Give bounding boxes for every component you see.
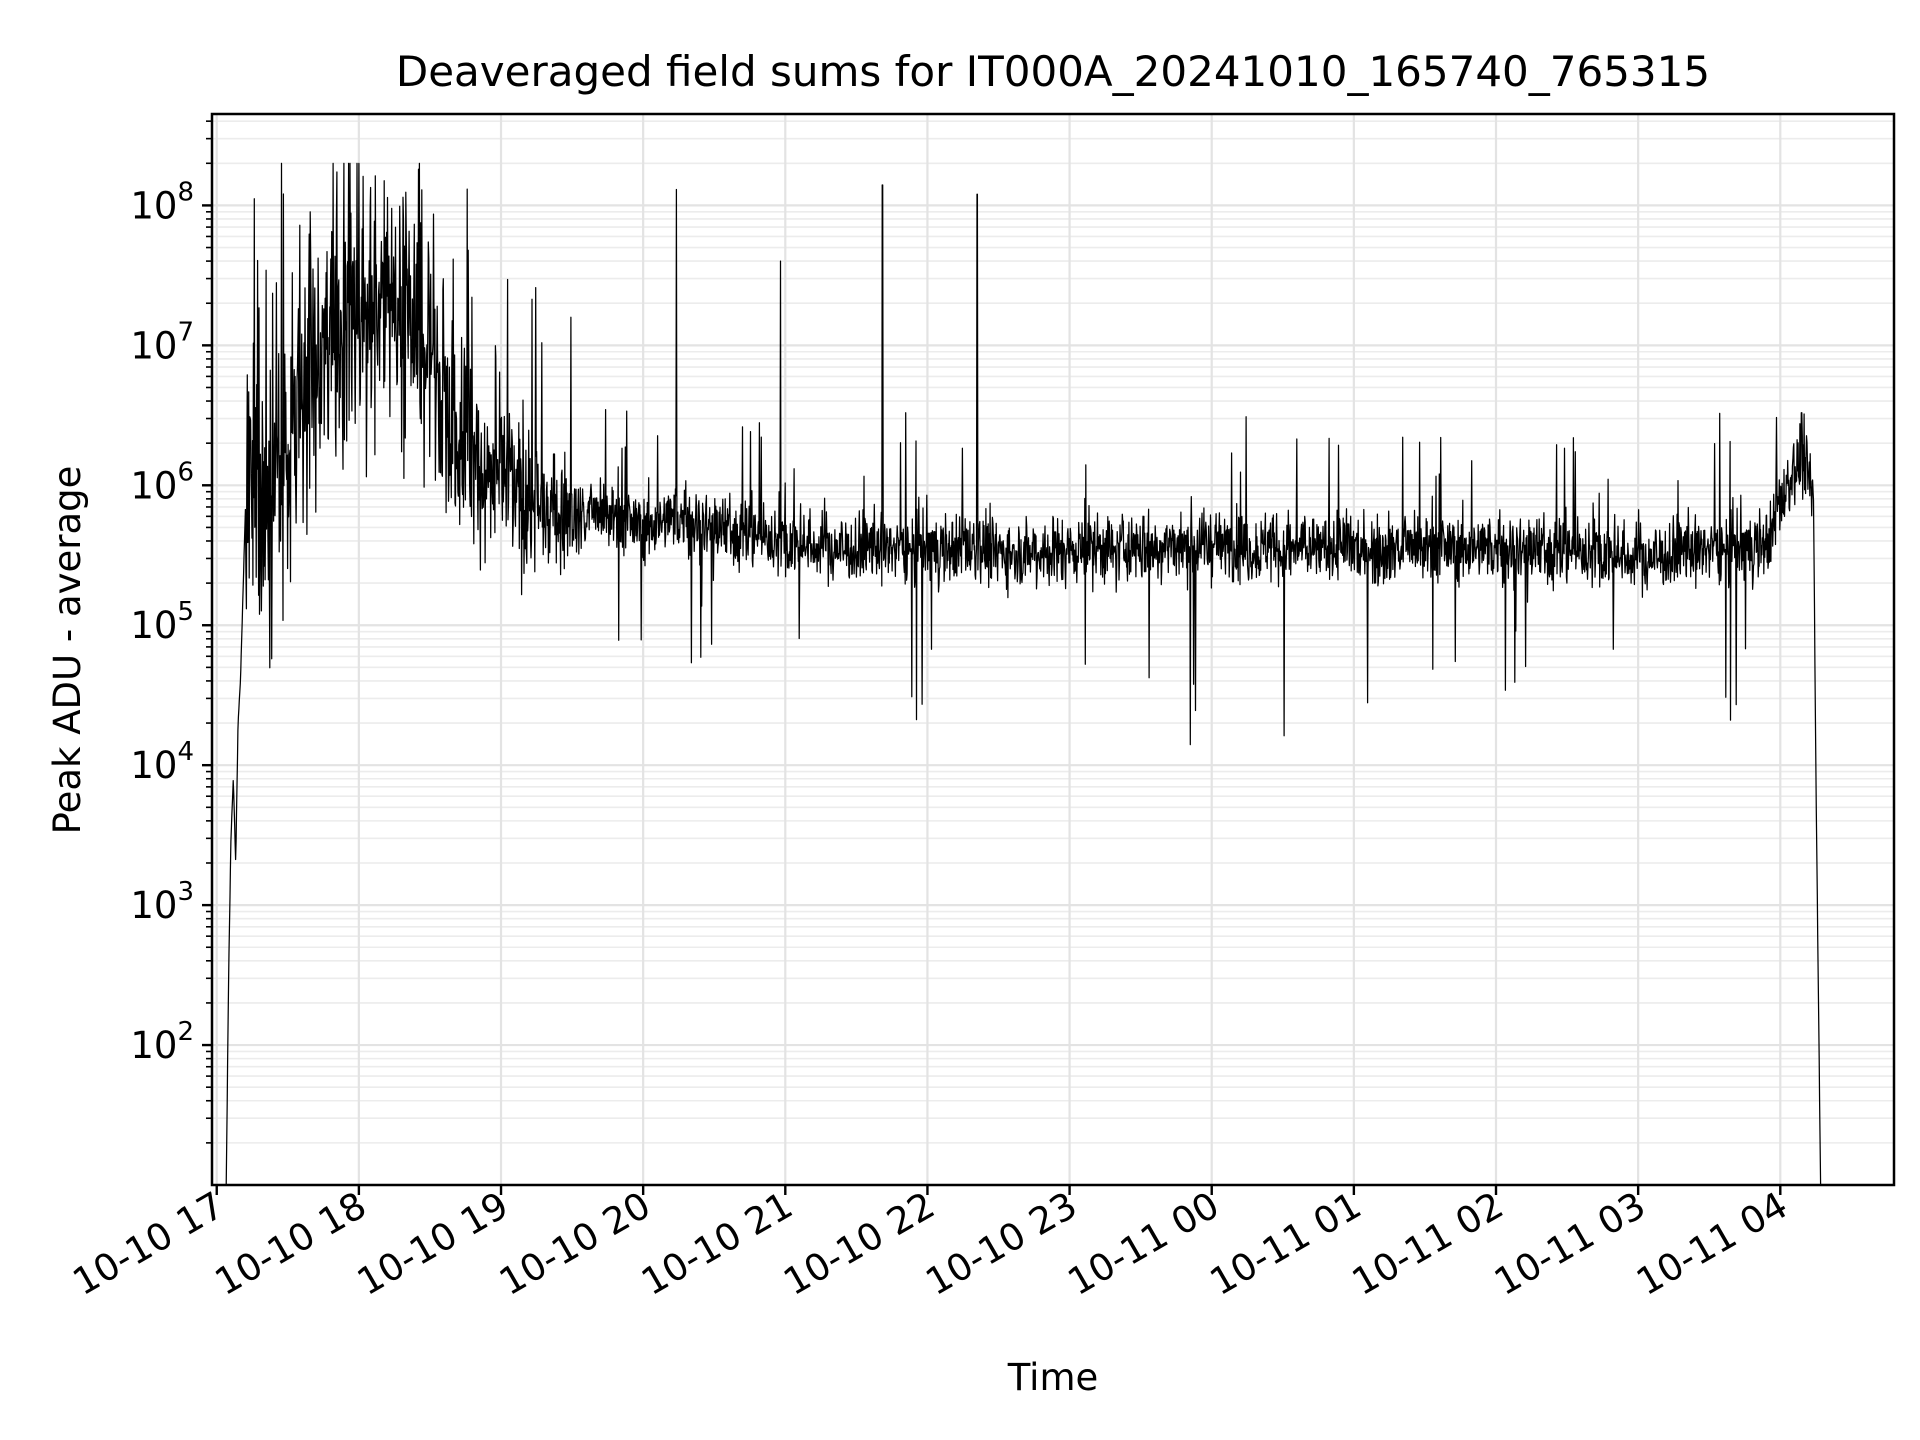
plot-frame <box>210 112 1896 1187</box>
x-axis-label: Time <box>1007 1356 1099 1399</box>
chart-title: Deaveraged field sums for IT000A_2024101… <box>396 47 1710 96</box>
y-axis-label: Peak ADU - average <box>46 466 89 835</box>
y-tick-label: 108 <box>130 177 194 227</box>
y-tick-label: 105 <box>130 597 194 647</box>
series-line <box>225 162 1822 1186</box>
series-layer <box>225 162 1822 1186</box>
